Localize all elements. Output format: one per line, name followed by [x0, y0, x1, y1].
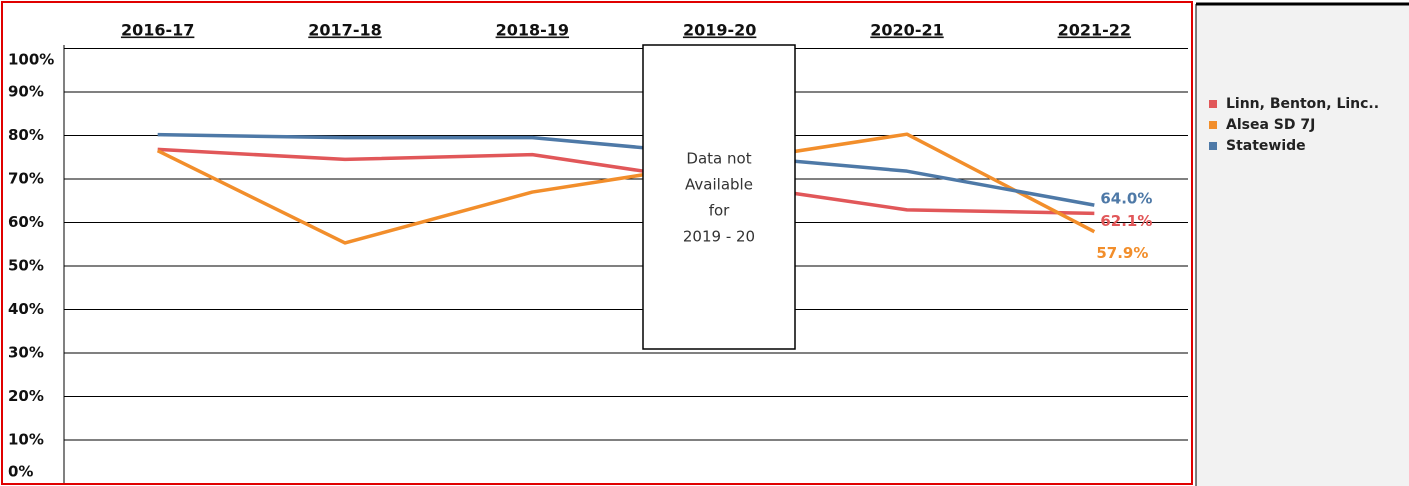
x-tick-label: 2021-22 [1058, 21, 1131, 40]
value-label: 62.1% [1100, 212, 1152, 230]
legend-swatch [1209, 142, 1217, 150]
series-line [157, 132, 1095, 207]
x-tick-label: 2018-19 [496, 21, 569, 40]
y-tick-label: 50% [8, 257, 44, 275]
annotation-text: 2019 - 20 [683, 228, 755, 246]
y-tick-label: 30% [8, 344, 44, 362]
x-tick-label: 2019-20 [683, 21, 756, 40]
y-tick-label: 60% [8, 213, 44, 231]
y-tick-label: 0% [8, 463, 33, 481]
y-tick-label: 10% [8, 431, 44, 449]
legend-label: Alsea SD 7J [1226, 117, 1315, 133]
legend-panel [1196, 4, 1409, 486]
value-label: 64.0% [1100, 190, 1152, 208]
selection-frame [1, 1, 1193, 485]
legend-swatch [1209, 121, 1217, 129]
y-tick-label: 80% [8, 126, 44, 144]
y-tick-label: 70% [8, 170, 44, 188]
annotation-text: Available [685, 176, 753, 194]
annotation-box [642, 44, 796, 350]
annotation-text: for [709, 202, 730, 220]
series-line [156, 132, 1096, 245]
plot: 0% 10% 20% 30% 40% 50% 60% 70% 80% 90% 100% 2016-17… [8, 21, 1188, 484]
legend-label: Statewide [1226, 138, 1306, 154]
series-line [157, 147, 1095, 216]
legend-label: Linn, Benton, Linc.. [1226, 96, 1379, 112]
legend-swatch [1209, 100, 1217, 108]
y-tick-label: 90% [8, 83, 44, 101]
y-tick-label: 40% [8, 300, 44, 318]
x-tick-label: 2020-21 [870, 21, 943, 40]
value-label: 57.9% [1096, 244, 1148, 262]
y-tick-label: 100% [8, 51, 54, 69]
annotation-text: Data not [686, 150, 751, 168]
x-tick-label: 2017-18 [308, 21, 381, 40]
x-tick-label: 2016-17 [121, 21, 194, 40]
y-tick-label: 20% [8, 387, 44, 405]
